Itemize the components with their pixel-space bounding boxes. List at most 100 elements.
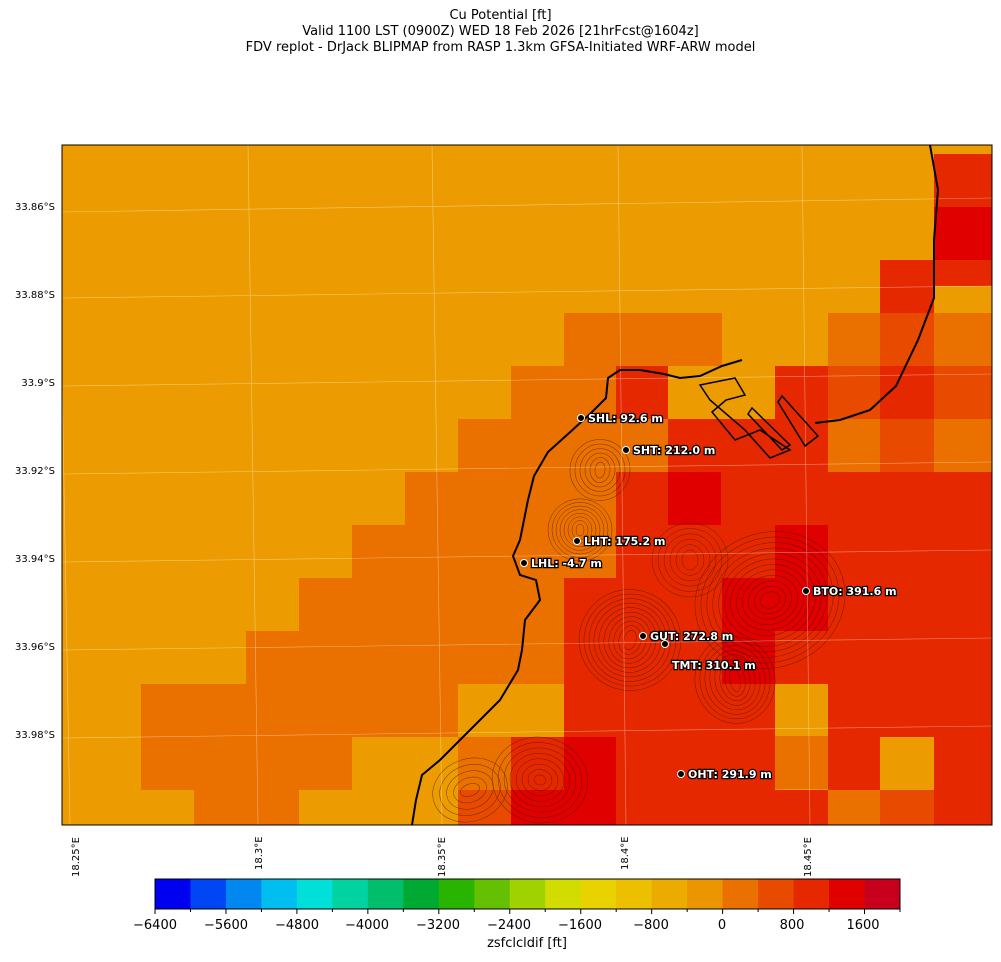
contour-cell — [828, 366, 880, 419]
terrain-contour — [593, 602, 667, 678]
contour-cell — [564, 472, 616, 525]
contour-cell — [775, 525, 828, 578]
colorbar-swatch — [438, 879, 475, 909]
colorbar-swatch — [509, 879, 546, 909]
colorbar-swatch — [367, 879, 404, 909]
terrain-contour — [547, 498, 613, 562]
colorbar-swatch — [225, 879, 262, 909]
terrain-contour — [589, 457, 611, 483]
terrain-contour — [521, 763, 559, 797]
contour-cell — [828, 684, 992, 737]
contour-cell — [616, 419, 668, 472]
contour-cell — [934, 366, 992, 419]
contour-cell — [564, 737, 616, 790]
terrain-contour — [594, 461, 606, 479]
terrain-contour — [446, 770, 494, 810]
station-dot — [639, 632, 647, 640]
contour-cell — [405, 684, 458, 737]
contour-cell — [564, 684, 775, 737]
colorbar-swatch — [190, 879, 227, 909]
contour-cells — [62, 145, 992, 825]
contour-cell — [828, 736, 880, 790]
colorbar-swatch — [545, 879, 582, 909]
terrain-contour — [533, 774, 547, 786]
terrain-contour — [460, 783, 480, 797]
contour-cell — [458, 631, 511, 684]
contour-cell — [722, 578, 828, 631]
contour-cell — [828, 419, 880, 472]
colorbar-swatch — [403, 879, 440, 909]
contour-cell — [828, 578, 992, 631]
colorbar-swatch — [864, 879, 901, 909]
lat-gridline — [62, 637, 992, 651]
terrain-contour — [603, 611, 657, 669]
lat-gridline — [62, 725, 992, 739]
lon-tick-label: 18.25°E — [71, 837, 82, 877]
colorbar-tick-label: −1600 — [558, 918, 602, 933]
colorbar-swatch — [758, 879, 795, 909]
contour-cell — [141, 684, 405, 737]
colorbar-swatch — [793, 879, 830, 909]
lat-tick-label: 33.98°S — [15, 730, 55, 741]
contour-cell — [299, 578, 511, 631]
contour-cell — [828, 472, 992, 525]
terrain-contour — [694, 531, 846, 669]
contour-cell — [828, 525, 992, 578]
terrain-contour — [432, 757, 508, 823]
terrain-contour — [730, 564, 810, 636]
contour-cell — [880, 790, 934, 825]
terrain-contour — [527, 769, 553, 791]
contour-cell — [511, 366, 564, 419]
terrain-contour — [491, 736, 589, 824]
lon-tick-label: 18.35°E — [437, 837, 448, 877]
station-dot — [661, 640, 669, 648]
contour-cell — [775, 736, 828, 789]
terrain-contours — [432, 439, 846, 824]
terrain-contour — [563, 512, 597, 548]
lat-tick-label: 33.9°S — [21, 378, 55, 389]
colorbar-label: zsfclcldif [ft] — [487, 936, 567, 951]
terrain-contour — [694, 636, 776, 724]
station-dot — [802, 587, 810, 595]
station-label: SHL: 92.6 m — [588, 412, 663, 425]
terrain-contour — [613, 620, 647, 660]
contour-cell — [668, 472, 721, 525]
colorbar-swatch — [474, 879, 511, 909]
lat-gridline — [62, 285, 992, 299]
colorbar-swatch — [722, 879, 759, 909]
colorbar-swatch — [580, 879, 617, 909]
contour-cell — [934, 419, 992, 472]
lon-tick-label: 18.4°E — [620, 836, 631, 870]
contour-cell — [828, 790, 880, 825]
colorbar-tick-label: −800 — [633, 918, 669, 933]
contour-cell — [405, 472, 511, 525]
contour-cell — [880, 260, 934, 313]
station-label: OHT: 291.9 m — [688, 768, 772, 781]
terrain-contour — [675, 544, 705, 576]
lat-gridline — [62, 549, 992, 563]
station-label: LHL: -4.7 m — [531, 557, 602, 570]
colorbar-frame — [154, 878, 901, 910]
contour-cell — [934, 154, 992, 207]
terrain-contour — [618, 625, 642, 655]
terrain-contour — [669, 538, 711, 582]
contour-cell — [458, 790, 511, 825]
lon-gridline — [247, 145, 259, 825]
colorbar-tick-label: −2400 — [487, 918, 531, 933]
lon-gridline — [431, 145, 443, 825]
lon-gridline — [617, 145, 627, 825]
contour-cell — [934, 737, 992, 825]
contour-cell — [511, 472, 564, 525]
colorbar-tick-label: 1600 — [846, 918, 880, 933]
colorbar-tick-label: −4800 — [275, 918, 319, 933]
title-line-3: FDV replot - DrJack BLIPMAP from RASP 1.… — [245, 40, 756, 55]
contour-cell — [458, 737, 511, 790]
lat-gridline — [62, 461, 992, 475]
terrain-contour — [509, 753, 571, 807]
lat-tick-label: 33.92°S — [15, 466, 55, 477]
station-dot — [677, 770, 685, 778]
terrain-contour — [588, 598, 672, 682]
colorbar-tick-label: 0 — [717, 918, 727, 933]
terrain-contour — [575, 523, 585, 537]
station-label: LHT: 175.2 m — [584, 535, 665, 548]
